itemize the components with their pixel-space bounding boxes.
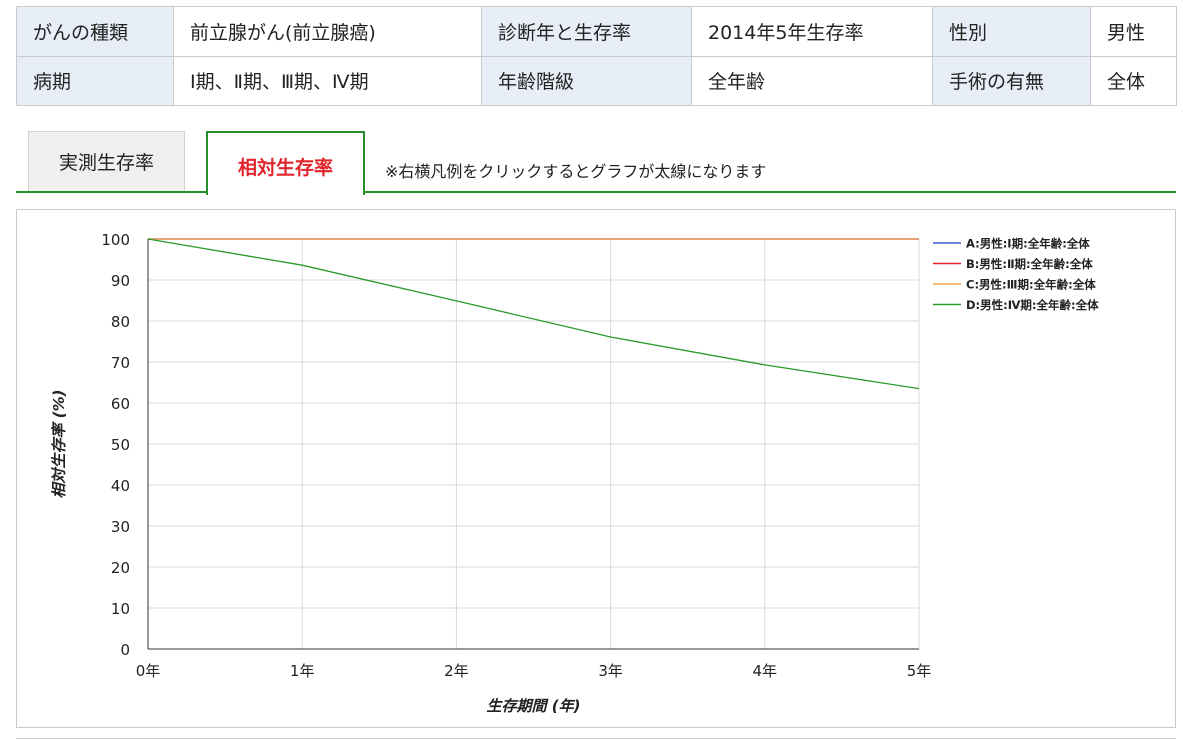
tab-underline	[16, 191, 1176, 193]
y-tick-label: 40	[111, 477, 130, 495]
x-tick-label: 1年	[290, 662, 315, 680]
sex-value: 男性	[1090, 6, 1177, 57]
y-tick-label: 50	[111, 436, 130, 454]
legend-hint-text: ※右横凡例をクリックするとグラフが太線になります	[385, 162, 767, 181]
age-group-label: 年齢階級	[481, 55, 692, 106]
y-tick-label: 80	[111, 313, 130, 331]
y-tick-label: 100	[101, 231, 130, 249]
y-tick-label: 20	[111, 559, 130, 577]
legend-entry[interactable]: C:男性:Ⅲ期:全年齢:全体	[966, 278, 1096, 292]
y-tick-label: 0	[120, 641, 130, 659]
surgery-label: 手術の有無	[932, 55, 1091, 106]
legend-entry[interactable]: A:男性:Ⅰ期:全年齢:全体	[966, 237, 1090, 251]
chart-panel: 0 10 20 30 40 50 60 70 80 90 100 0年 1年 2年 3年 4年 5年生存期間 (…	[16, 209, 1176, 728]
y-tick-label: 10	[111, 600, 130, 618]
y-tick-label: 70	[111, 354, 130, 372]
condition-table: がんの種類 前立腺がん(前立腺癌) 診断年と生存率 2014年5年生存率 性別 …	[16, 6, 1177, 106]
diagnosis-year-label: 診断年と生存率	[481, 6, 692, 57]
stage-value: Ⅰ期、Ⅱ期、Ⅲ期、Ⅳ期	[173, 55, 482, 106]
x-tick-label: 0年	[136, 662, 161, 680]
x-axis-title: 生存期間 (年)	[487, 697, 581, 715]
sex-label: 性別	[932, 6, 1091, 57]
condition-row: 病期 Ⅰ期、Ⅱ期、Ⅲ期、Ⅳ期 年齢階級 全年齢 手術の有無 全体	[16, 55, 1177, 106]
condition-row: がんの種類 前立腺がん(前立腺癌) 診断年と生存率 2014年5年生存率 性別 …	[16, 6, 1177, 57]
cancer-type-label: がんの種類	[16, 6, 174, 57]
y-tick-label: 90	[111, 272, 130, 290]
legend-entry[interactable]: B:男性:Ⅱ期:全年齢:全体	[966, 257, 1093, 271]
diagnosis-year-value: 2014年5年生存率	[691, 6, 933, 57]
surgery-value: 全体	[1090, 55, 1177, 106]
x-tick-label: 4年	[753, 662, 778, 680]
tab-relative-survival[interactable]: 相対生存率	[206, 131, 365, 195]
legend-entry[interactable]: D:男性:Ⅳ期:全年齢:全体	[966, 298, 1099, 312]
y-tick-label: 60	[111, 395, 130, 413]
x-tick-label: 3年	[598, 662, 623, 680]
tab-observed-survival[interactable]: 実測生存率	[28, 131, 185, 191]
y-axis-title: 相対生存率 (%)	[50, 390, 68, 499]
cancer-type-value: 前立腺がん(前立腺癌)	[173, 6, 482, 57]
bottom-divider	[16, 738, 1176, 739]
series-line	[147, 238, 920, 390]
x-tick-label: 5年	[907, 662, 932, 680]
x-tick-label: 2年	[444, 662, 469, 680]
y-tick-label: 30	[111, 518, 130, 536]
age-group-value: 全年齢	[691, 55, 933, 106]
stage-label: 病期	[16, 55, 174, 106]
